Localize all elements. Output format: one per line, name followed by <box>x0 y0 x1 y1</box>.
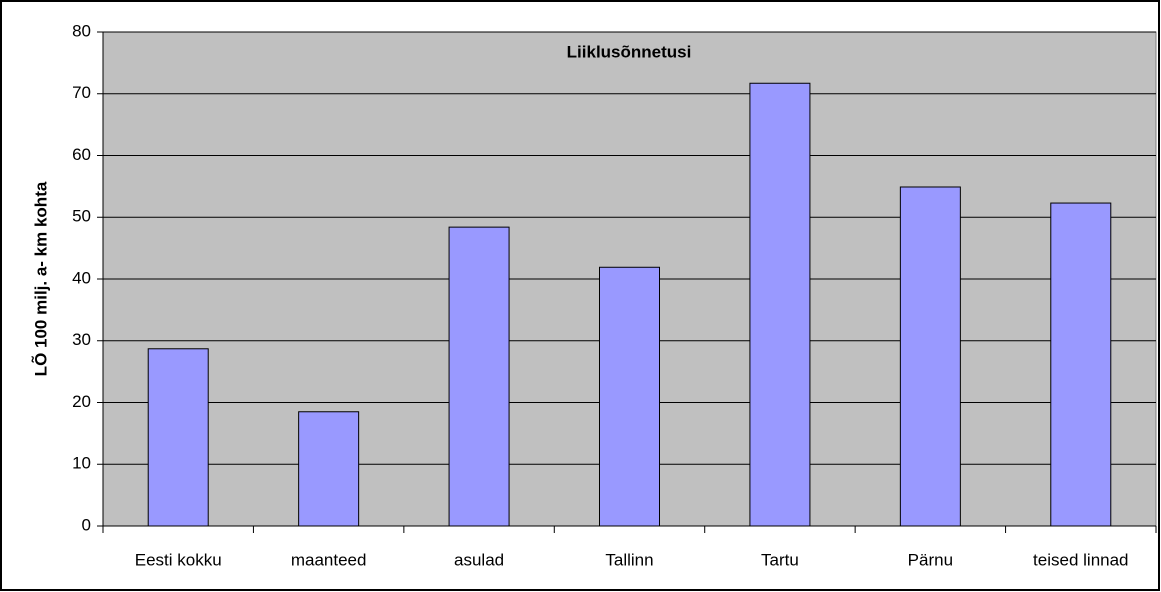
y-tick-label: 70 <box>72 83 91 102</box>
y-tick-label: 80 <box>72 21 91 40</box>
y-axis-label: LÕ 100 milj. a- km kohta <box>30 181 50 376</box>
x-tick-label: maanteed <box>291 550 367 569</box>
y-tick-label: 50 <box>72 207 91 226</box>
x-tick-label: Tartu <box>761 550 799 569</box>
x-tick-label: asulad <box>454 550 504 569</box>
y-tick-label: 10 <box>72 454 91 473</box>
y-tick-label: 30 <box>72 330 91 349</box>
x-tick-label: teised linnad <box>1033 550 1128 569</box>
bar <box>298 411 360 527</box>
y-tick-label: 20 <box>72 392 91 411</box>
bar <box>1050 202 1112 527</box>
bar <box>749 82 811 527</box>
chart-title: Liiklusõnnetusi <box>567 42 692 61</box>
bar <box>599 266 660 527</box>
y-tick-label: 60 <box>72 145 91 164</box>
bar <box>899 186 961 527</box>
y-tick-label: 0 <box>82 515 91 534</box>
x-tick-label: Eesti kokku <box>135 550 222 569</box>
x-tick-label: Tallinn <box>605 550 653 569</box>
x-tick-label: Pärnu <box>908 550 953 569</box>
y-tick-label: 40 <box>72 268 91 287</box>
bar <box>448 226 510 527</box>
bar <box>147 348 209 527</box>
